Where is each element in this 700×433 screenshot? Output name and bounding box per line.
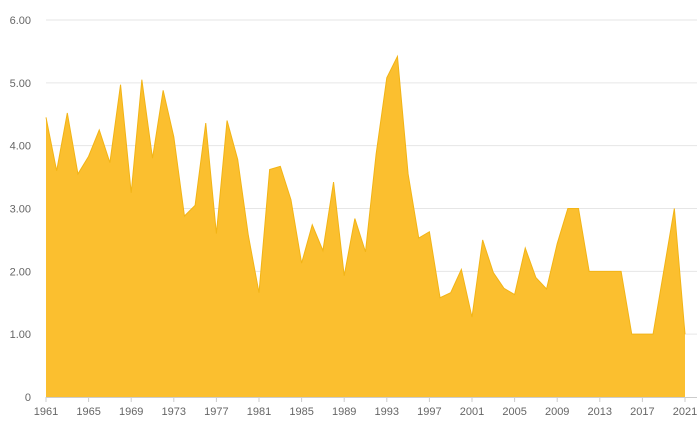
- x-tick-label: 2021: [673, 406, 697, 418]
- x-tick-label: 1969: [119, 406, 143, 418]
- x-tick-label: 1973: [162, 406, 186, 418]
- area-fill: [46, 56, 685, 397]
- area-layer: [45, 54, 686, 397]
- x-tick-label: 2001: [460, 406, 484, 418]
- x-tick-label: 2009: [545, 406, 569, 418]
- label-layer: 0 1.00 2.00 3.00 4.00 5.00 6.00 1961 1965 1969 197…: [10, 15, 698, 418]
- x-tick-label: 2013: [588, 406, 612, 418]
- x-tick-label: 1997: [417, 406, 441, 418]
- x-tick-label: 1989: [332, 406, 356, 418]
- axis-layer: [45, 397, 697, 402]
- y-tick-label: 5.00: [10, 78, 31, 90]
- x-tick-label: 2005: [502, 406, 526, 418]
- x-tick-label: 1985: [289, 406, 313, 418]
- y-tick-label: 0: [25, 392, 31, 404]
- y-tick-label: 4.00: [10, 141, 31, 153]
- x-tick-label: 2017: [630, 406, 654, 418]
- x-tick-label: 1965: [76, 406, 100, 418]
- series-line: [45, 54, 686, 335]
- x-tick-label: 1981: [247, 406, 271, 418]
- x-tick-label: 1961: [34, 406, 58, 418]
- y-tick-label: 3.00: [10, 204, 31, 216]
- y-tick-label: 6.00: [10, 15, 31, 27]
- y-tick-label: 1.00: [10, 329, 31, 341]
- x-tick-label: 1993: [375, 406, 399, 418]
- y-tick-label: 2.00: [10, 266, 31, 278]
- x-tick-label: 1977: [204, 406, 228, 418]
